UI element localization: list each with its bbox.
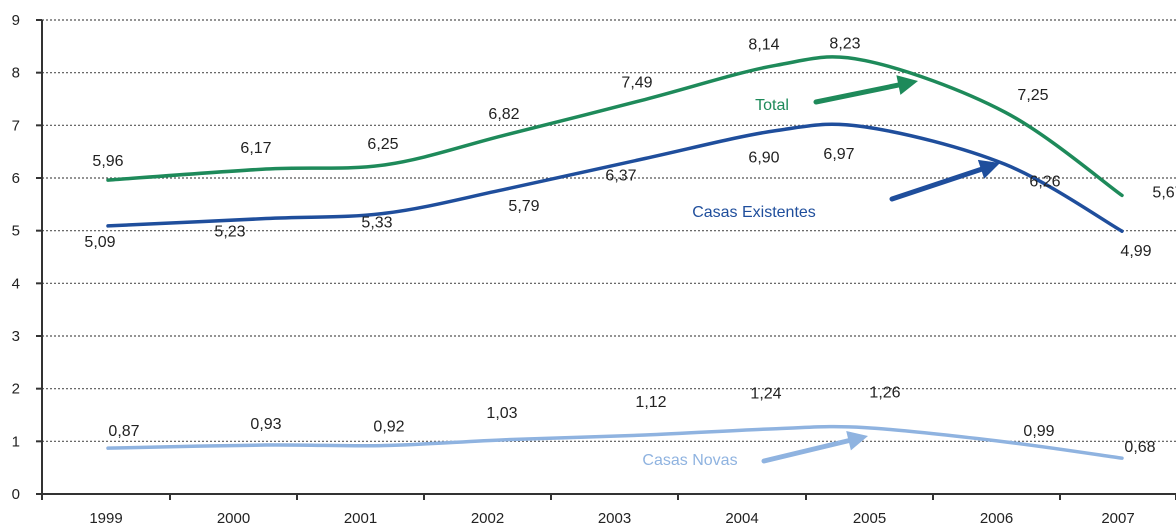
data-label-total: 5,96: [92, 153, 123, 170]
y-tick-label: 0: [12, 486, 20, 503]
x-tick-label: 2005: [853, 510, 886, 527]
y-tick-label: 4: [12, 275, 20, 292]
data-label-casas-novas: 1,26: [869, 385, 900, 402]
data-label-casas-novas: 0,93: [250, 416, 281, 433]
arrow-head-casas-novas: [846, 430, 868, 451]
series-label-total: Total: [755, 97, 789, 114]
y-tick-label: 1: [12, 433, 20, 450]
y-tick-label: 7: [12, 117, 20, 134]
data-label-casas-novas: 1,24: [750, 386, 781, 403]
data-label-total: 6,25: [367, 136, 398, 153]
data-label-casas-novas: 1,12: [635, 394, 666, 411]
series-line-casas-existentes: [106, 122, 1124, 233]
data-label-casas-existentes: 5,09: [84, 234, 115, 251]
data-label-total: 5,67: [1152, 184, 1176, 201]
x-tick-label: 2004: [725, 510, 758, 527]
series-label-casas-novas: Casas Novas: [642, 452, 737, 469]
data-label-casas-existentes: 5,33: [361, 214, 392, 231]
data-label-casas-existentes: 6,97: [823, 146, 854, 163]
data-label-casas-existentes: 6,26: [1029, 173, 1060, 190]
data-label-casas-novas: 0,87: [108, 423, 139, 440]
data-label-total: 8,23: [829, 36, 860, 53]
x-tick-label: 1999: [89, 510, 122, 527]
x-tick-label: 2001: [344, 510, 377, 527]
y-tick-label: 8: [12, 65, 20, 82]
series-label-casas-existentes: Casas Existentes: [692, 204, 816, 221]
data-label-casas-existentes: 6,90: [748, 150, 779, 167]
data-label-casas-existentes: 4,99: [1120, 243, 1151, 260]
arrow-shaft-casas-existentes: [889, 164, 990, 202]
data-label-total: 7,49: [621, 75, 652, 92]
x-tick-label: 2000: [217, 510, 250, 527]
x-tick-label: 2002: [471, 510, 504, 527]
y-tick-label: 5: [12, 223, 20, 240]
data-label-total: 6,82: [488, 106, 519, 123]
data-label-casas-novas: 0,99: [1023, 423, 1054, 440]
y-tick-label: 3: [12, 328, 20, 345]
series-line-total: [106, 55, 1124, 198]
data-label-total: 6,17: [240, 140, 271, 157]
data-label-casas-novas: 1,03: [486, 405, 517, 422]
x-tick-label: 2006: [980, 510, 1013, 527]
data-label-total: 7,25: [1017, 87, 1048, 104]
data-label-casas-existentes: 5,79: [508, 198, 539, 215]
data-label-casas-novas: 0,92: [373, 419, 404, 436]
y-tick-label: 6: [12, 170, 20, 187]
data-label-casas-existentes: 5,23: [214, 224, 245, 241]
arrow-head-total: [896, 75, 918, 95]
arrow-head-casas-existentes: [977, 159, 1000, 179]
series-line-casas-novas: [106, 424, 1124, 460]
arrow-shaft-casas-novas: [761, 436, 859, 464]
arrow-shaft-total: [813, 81, 909, 105]
data-label-total: 8,14: [748, 36, 779, 53]
data-label-casas-existentes: 6,37: [605, 168, 636, 185]
x-tick-label: 2003: [598, 510, 631, 527]
data-label-casas-novas: 0,68: [1124, 439, 1155, 456]
y-tick-label: 2: [12, 381, 20, 398]
x-tick-label: 2007: [1101, 510, 1134, 527]
y-tick-label: 9: [12, 12, 20, 29]
